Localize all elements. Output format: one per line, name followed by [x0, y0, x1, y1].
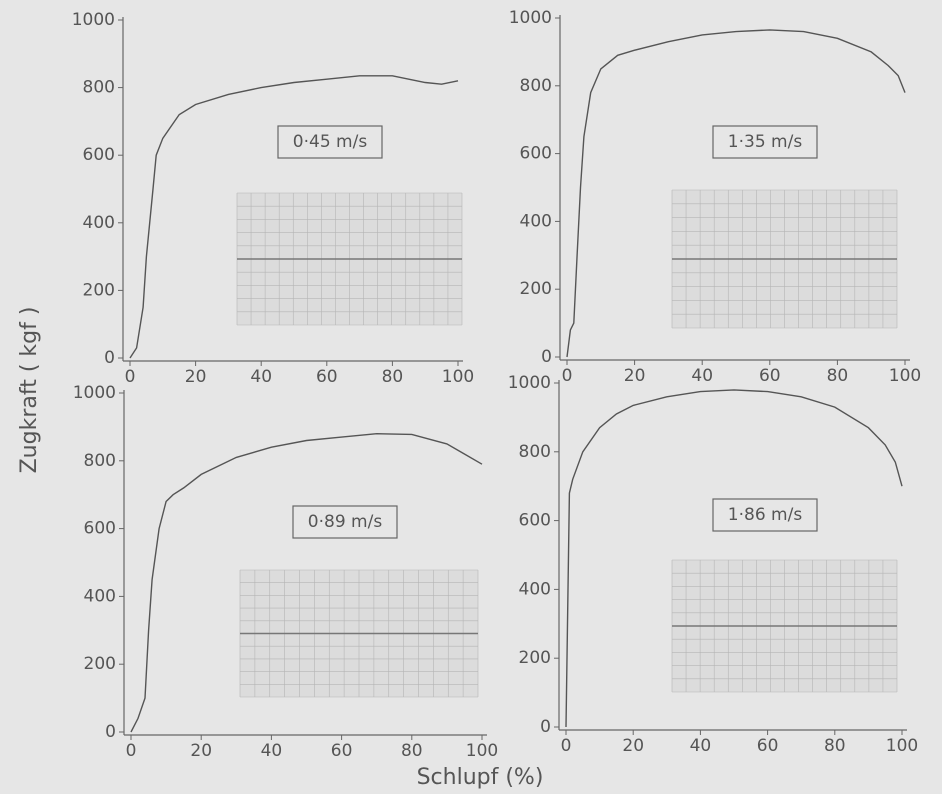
- oscillogram-inset: [672, 560, 897, 692]
- oscillogram-inset: [237, 193, 462, 325]
- x-tick-label: 0: [561, 736, 572, 756]
- y-tick-label: 600: [519, 511, 551, 531]
- x-tick-label: 20: [190, 741, 212, 761]
- annotation: 1·35 m/s: [728, 132, 803, 152]
- y-tick-label: 200: [83, 280, 115, 300]
- oscillogram-inset: [672, 190, 897, 328]
- y-tick-label: 0: [540, 717, 551, 737]
- x-tick-label: 100: [889, 366, 921, 386]
- x-tick-label: 0: [126, 741, 137, 761]
- y-tick-label: 0: [105, 722, 116, 742]
- x-tick-label: 60: [759, 366, 781, 386]
- annotation: 0·89 m/s: [308, 512, 383, 532]
- x-tick-label: 80: [382, 367, 404, 387]
- x-tick-label: 100: [886, 736, 918, 756]
- y-tick-label: 800: [520, 76, 552, 96]
- y-tick-label: 600: [520, 144, 552, 164]
- y-tick-label: 1000: [72, 10, 115, 30]
- y-tick-label: 0: [541, 347, 552, 367]
- x-tick-label: 20: [185, 367, 207, 387]
- y-tick-label: 400: [519, 579, 551, 599]
- x-tick-label: 0: [125, 367, 136, 387]
- y-tick-label: 200: [84, 654, 116, 674]
- x-tick-label: 40: [261, 741, 283, 761]
- x-tick-label: 80: [824, 736, 846, 756]
- x-axis-label: Schlupf (%): [417, 765, 544, 790]
- y-tick-label: 1000: [508, 373, 551, 393]
- y-tick-label: 600: [83, 145, 115, 165]
- y-tick-label: 400: [84, 586, 116, 606]
- x-tick-label: 20: [624, 366, 646, 386]
- x-tick-label: 40: [690, 736, 712, 756]
- x-tick-label: 20: [622, 736, 644, 756]
- y-tick-label: 1000: [73, 383, 116, 403]
- x-tick-label: 60: [316, 367, 338, 387]
- x-tick-label: 40: [691, 366, 713, 386]
- x-tick-label: 80: [827, 366, 849, 386]
- figure: Zugkraft ( kgf ) Schlupf (%) 02004006008…: [0, 0, 942, 794]
- annotation: 1·86 m/s: [728, 505, 803, 525]
- x-tick-label: 60: [331, 741, 353, 761]
- annotation: 0·45 m/s: [293, 132, 368, 152]
- y-tick-label: 200: [519, 648, 551, 668]
- y-tick-label: 400: [520, 211, 552, 231]
- y-tick-label: 400: [83, 213, 115, 233]
- y-tick-label: 200: [520, 279, 552, 299]
- y-tick-label: 800: [519, 442, 551, 462]
- x-tick-label: 60: [757, 736, 779, 756]
- x-tick-label: 80: [401, 741, 423, 761]
- x-tick-label: 40: [250, 367, 272, 387]
- x-tick-label: 0: [562, 366, 573, 386]
- y-tick-label: 1000: [509, 8, 552, 28]
- oscillogram-inset: [240, 570, 478, 697]
- x-tick-label: 100: [466, 741, 498, 761]
- y-tick-label: 800: [84, 451, 116, 471]
- y-tick-label: 800: [83, 78, 115, 98]
- x-tick-label: 100: [442, 367, 474, 387]
- y-tick-label: 0: [104, 348, 115, 368]
- y-axis-label: Zugkraft ( kgf ): [17, 307, 42, 474]
- y-tick-label: 600: [84, 519, 116, 539]
